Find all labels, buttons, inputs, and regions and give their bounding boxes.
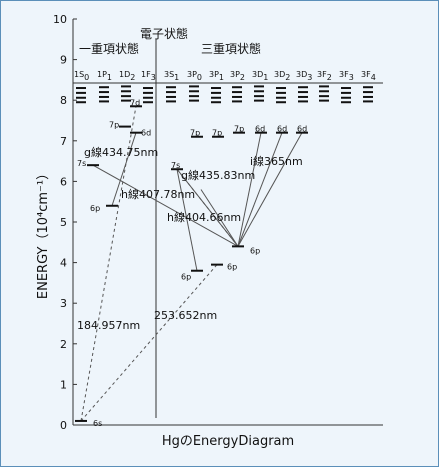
term-label: 3F2 xyxy=(317,70,332,82)
level-label: 6d xyxy=(277,125,287,134)
term-sub: 1 xyxy=(219,73,224,82)
level-label: 6p xyxy=(90,204,100,213)
term-main: 3D xyxy=(296,70,307,79)
term-sub: 2 xyxy=(327,73,332,82)
y-tick-label: 9 xyxy=(60,54,67,67)
y-tick-label: 7 xyxy=(60,135,67,148)
y-tick-label: 8 xyxy=(60,94,67,107)
term-label: 3S1 xyxy=(164,70,179,82)
term-sub: 1 xyxy=(174,73,179,82)
y-tick-label: 4 xyxy=(60,257,67,270)
term-sub: 0 xyxy=(84,73,89,82)
transition-label-i365nm: i線365nm xyxy=(250,154,303,168)
transition-line xyxy=(200,189,239,247)
term-sub: 3 xyxy=(151,73,156,82)
term-main: 1F xyxy=(141,70,151,79)
term-sub: 4 xyxy=(371,73,376,82)
y-tick-label: 0 xyxy=(60,419,67,432)
term-label: 3P0 xyxy=(187,70,202,82)
triplet-header: 三重項状態 xyxy=(201,41,261,56)
transition-line xyxy=(176,169,198,271)
transition-label-253nm: 253.652nm xyxy=(154,309,217,322)
level-label: 7p xyxy=(190,129,200,138)
level-label: 7p xyxy=(109,121,119,130)
transition-label-h407nm: h線407.78nm xyxy=(121,187,195,201)
transition-line xyxy=(92,164,239,247)
y-tick-label: 6 xyxy=(60,175,67,188)
term-label: 3D1 xyxy=(252,70,268,82)
level-label: 7p xyxy=(212,129,222,138)
level-label: 6p xyxy=(227,263,237,272)
term-sub: 2 xyxy=(130,73,135,82)
level-label: 6p xyxy=(250,246,260,255)
term-label: 3F3 xyxy=(339,70,354,82)
term-main: 3P xyxy=(230,70,240,79)
term-main: 3D xyxy=(274,70,285,79)
term-main: 1D xyxy=(119,70,130,79)
term-label: 3D2 xyxy=(274,70,290,82)
term-label: 1S0 xyxy=(74,70,89,82)
level-label: 7d xyxy=(130,98,140,107)
term-label: 3P1 xyxy=(209,70,224,82)
level-label: 7s xyxy=(171,161,180,170)
term-main: 3D xyxy=(252,70,263,79)
y-tick-label: 1 xyxy=(60,378,67,391)
electronic-states-header: 電子状態 xyxy=(140,26,188,41)
term-main: 3P xyxy=(187,70,197,79)
term-label: 3F4 xyxy=(361,70,376,82)
y-tick-label: 10 xyxy=(53,13,67,26)
level-label: 6d xyxy=(141,129,151,138)
transition-label-g434nm: g線434.75nm xyxy=(84,145,158,159)
term-sub: 1 xyxy=(107,73,112,82)
term-main: 3F xyxy=(317,70,327,79)
term-main: 1P xyxy=(97,70,107,79)
transition-label-h404nm: h線404.66nm xyxy=(167,210,241,224)
transition-line xyxy=(237,132,303,247)
singlet-header: 一重項状態 xyxy=(79,41,139,56)
term-main: 1S xyxy=(74,70,84,79)
term-label: 3P2 xyxy=(230,70,245,82)
term-label: 1F3 xyxy=(141,70,156,82)
transition-label-g435nm: g線435.83nm xyxy=(181,168,255,182)
level-label: 6p xyxy=(181,273,191,282)
term-sub: 1 xyxy=(263,73,268,82)
y-axis-label: ENERGY（10⁴cm⁻¹） xyxy=(36,167,51,299)
diagram-title: HgのEnergyDiagram xyxy=(162,434,294,449)
level-label: 7s xyxy=(77,159,86,168)
level-label: 6d xyxy=(255,125,265,134)
term-sub: 2 xyxy=(285,73,290,82)
level-label: 6s xyxy=(93,419,102,428)
y-tick-label: 3 xyxy=(60,297,67,310)
term-label: 3D3 xyxy=(296,70,312,82)
y-tick-label: 5 xyxy=(60,216,67,229)
transition-line xyxy=(176,168,239,247)
term-main: 3F xyxy=(361,70,371,79)
level-label: 7p xyxy=(234,125,244,134)
term-label: 1P1 xyxy=(97,70,112,82)
term-sub: 3 xyxy=(307,73,312,82)
transition-label-184nm: 184.957nm xyxy=(77,319,140,332)
term-main: 3P xyxy=(209,70,219,79)
y-tick-label: 2 xyxy=(60,338,67,351)
transition-line xyxy=(237,132,283,247)
level-label: 6d xyxy=(297,125,307,134)
term-main: 3F xyxy=(339,70,349,79)
term-sub: 2 xyxy=(240,73,245,82)
term-label: 1D2 xyxy=(119,70,135,82)
transition-line xyxy=(237,132,262,247)
term-sub: 0 xyxy=(197,73,202,82)
transition-line xyxy=(80,264,218,422)
term-sub: 3 xyxy=(349,73,354,82)
term-main: 3S xyxy=(164,70,174,79)
transition-line xyxy=(111,132,137,206)
transition-line xyxy=(80,106,137,422)
